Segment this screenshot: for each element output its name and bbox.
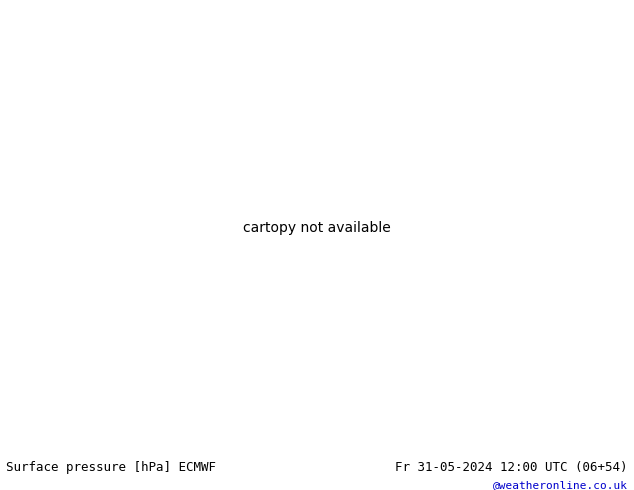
Text: @weatheronline.co.uk: @weatheronline.co.uk — [493, 480, 628, 490]
Text: cartopy not available: cartopy not available — [243, 221, 391, 235]
Text: Fr 31-05-2024 12:00 UTC (06+54): Fr 31-05-2024 12:00 UTC (06+54) — [395, 461, 628, 474]
Text: Surface pressure [hPa] ECMWF: Surface pressure [hPa] ECMWF — [6, 461, 216, 474]
